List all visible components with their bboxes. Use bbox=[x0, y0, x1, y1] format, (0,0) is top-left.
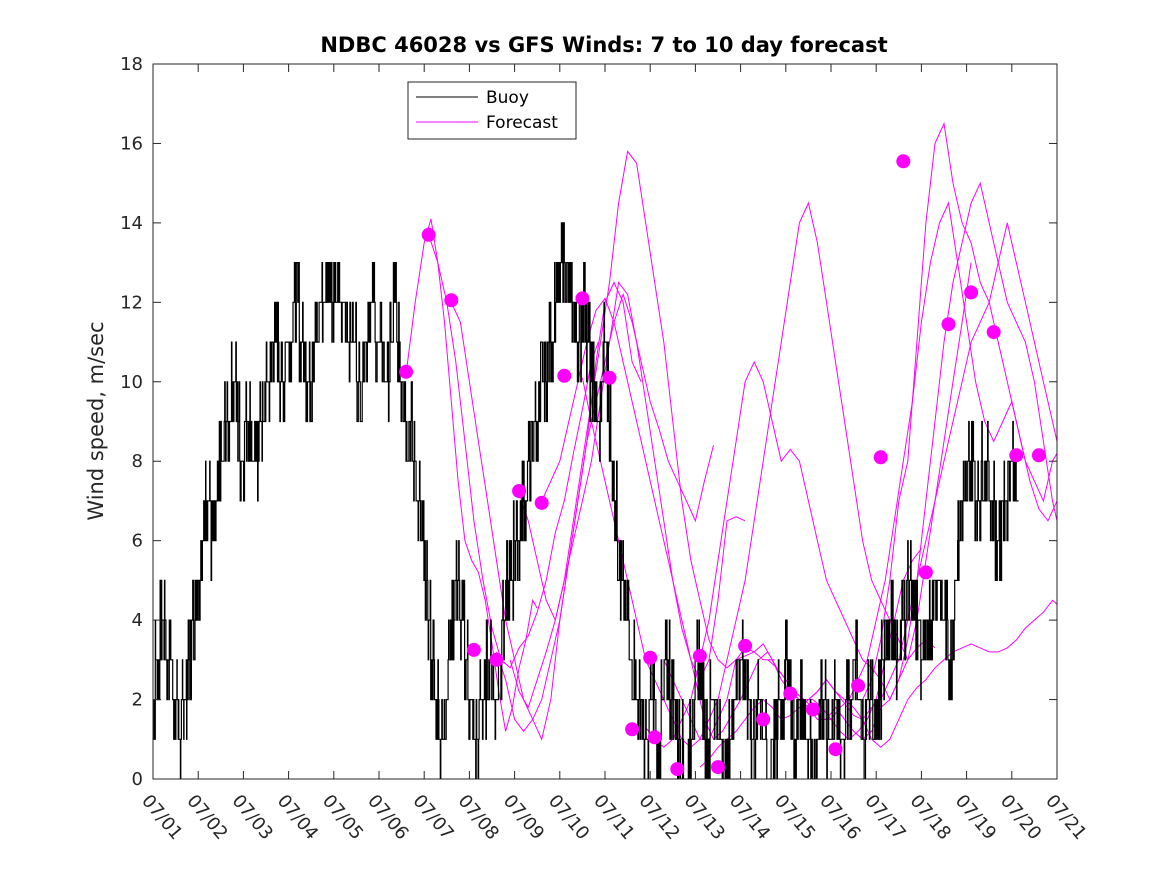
forecast-marker bbox=[986, 325, 1001, 340]
forecast-marker bbox=[918, 565, 933, 580]
forecast-marker bbox=[602, 370, 617, 385]
forecast-marker bbox=[575, 291, 590, 306]
forecast-marker bbox=[692, 648, 707, 663]
y-tick-label: 16 bbox=[120, 133, 143, 154]
forecast-marker bbox=[399, 364, 414, 379]
forecast-marker bbox=[444, 293, 459, 308]
y-tick-label: 14 bbox=[120, 213, 143, 234]
forecast-marker bbox=[534, 495, 549, 510]
chart-title: NDBC 46028 vs GFS Winds: 7 to 10 day for… bbox=[320, 33, 887, 57]
forecast-marker bbox=[896, 154, 911, 169]
forecast-line-2 bbox=[450, 281, 642, 741]
forecast-marker bbox=[512, 484, 527, 498]
y-tick-label: 10 bbox=[120, 372, 143, 393]
forecast-marker bbox=[1031, 448, 1046, 463]
forecast-marker bbox=[805, 702, 820, 717]
y-tick-label: 2 bbox=[132, 690, 143, 711]
forecast-marker bbox=[557, 368, 572, 383]
forecast-marker bbox=[711, 760, 725, 775]
forecast-marker bbox=[873, 450, 888, 465]
legend-box bbox=[407, 81, 577, 140]
forecast-line-4 bbox=[509, 150, 775, 709]
forecast-line-12 bbox=[789, 181, 1057, 740]
forecast-marker bbox=[670, 762, 685, 777]
forecast-marker bbox=[466, 642, 481, 657]
forecast-marker bbox=[941, 317, 956, 332]
legend: Buoy Forecast bbox=[407, 81, 577, 140]
forecast-line-7 bbox=[581, 201, 936, 748]
y-tick-label: 6 bbox=[132, 531, 143, 552]
y-axis-label: Wind speed, m/sec bbox=[84, 321, 108, 520]
y-tick-label: 8 bbox=[132, 451, 143, 472]
y-tick-label: 12 bbox=[120, 292, 143, 313]
legend-label-buoy: Buoy bbox=[486, 88, 529, 108]
forecast-line-3 bbox=[496, 292, 714, 733]
forecast-marker bbox=[421, 227, 436, 242]
forecast-marker bbox=[756, 712, 771, 727]
forecast-marker bbox=[738, 638, 753, 653]
forecast-line-5 bbox=[518, 281, 746, 681]
legend-label-forecast: Forecast bbox=[486, 113, 558, 133]
forecast-marker bbox=[783, 686, 798, 701]
forecast-marker bbox=[964, 285, 979, 300]
y-tick-label: 18 bbox=[120, 54, 143, 75]
forecast-marker bbox=[489, 652, 504, 667]
forecast-marker bbox=[643, 650, 658, 665]
series-layer bbox=[153, 121, 1057, 779]
y-axis-ticks: 0 2 4 6 8 10 12 14 16 18 bbox=[120, 54, 1057, 790]
forecast-marker bbox=[647, 730, 662, 745]
forecast-marker bbox=[1009, 448, 1024, 463]
y-tick-label: 0 bbox=[132, 769, 143, 790]
forecast-marker bbox=[828, 742, 843, 757]
buoy-line bbox=[153, 222, 1019, 779]
forecast-marker bbox=[625, 722, 640, 737]
forecast-line-13 bbox=[862, 121, 1057, 700]
y-tick-label: 4 bbox=[132, 610, 143, 631]
forecast-marker bbox=[851, 678, 866, 693]
